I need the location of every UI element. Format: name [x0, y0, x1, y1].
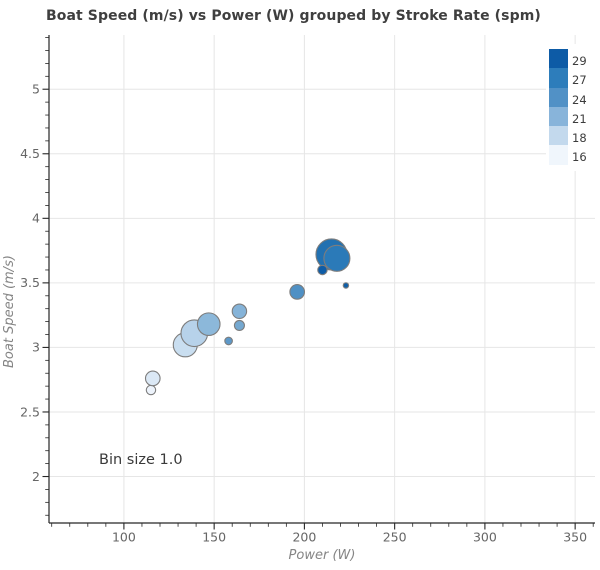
y-axis-label: Boat Speed (m/s): [2, 255, 17, 368]
legend-label: 29: [572, 54, 587, 68]
x-tick-label: 200: [292, 530, 316, 545]
legend-swatch: [549, 87, 568, 107]
legend-label: 24: [572, 92, 587, 107]
chart-title: Boat Speed (m/s) vs Power (W) grouped by…: [46, 8, 541, 24]
legend-swatch: [549, 145, 568, 165]
bin-size-annotation: Bin size 1.0: [99, 452, 183, 468]
scatter-point: [144, 370, 161, 387]
x-tick-label: 100: [112, 530, 136, 545]
y-tick-label: 4: [32, 211, 40, 226]
scatter-point: [224, 336, 233, 346]
y-tick-label: 4.5: [20, 146, 40, 161]
legend-swatch: [549, 49, 568, 69]
scatter-point: [342, 282, 350, 289]
scatter-point: [231, 303, 248, 320]
legend-label: 21: [572, 111, 587, 126]
scatter-point: [196, 312, 221, 337]
legend-entry: 24: [549, 87, 587, 107]
scatter-point: [145, 384, 157, 396]
legend-entry: 21: [549, 106, 587, 127]
legend-label: 18: [572, 131, 587, 146]
stroke-rate-legend: 29 27 24 21 18 16: [546, 44, 600, 171]
scatter-point: [323, 244, 351, 272]
scatter-point: [289, 284, 306, 300]
y-tick-label: 5: [32, 82, 40, 97]
x-tick-label: 300: [473, 530, 497, 545]
scatter-point: [317, 264, 328, 276]
y-tick-label: 2.5: [20, 404, 40, 419]
x-tick-label: 150: [202, 530, 226, 545]
x-tick-label: 350: [563, 530, 587, 545]
legend-swatch: [549, 106, 568, 127]
x-tick-label: 250: [383, 530, 407, 545]
scatter-point: [233, 319, 245, 332]
legend-label: 27: [572, 73, 587, 88]
legend-entry: 29: [549, 49, 587, 69]
legend-swatch: [549, 68, 568, 88]
x-axis-label: Power (W): [288, 548, 356, 563]
legend-entry: 27: [549, 68, 587, 88]
y-tick-label: 3.5: [20, 275, 40, 290]
legend-entry: 16: [549, 145, 587, 165]
legend-entry: 18: [549, 126, 587, 146]
y-tick-label: 3: [32, 340, 40, 355]
legend-swatch: [549, 126, 568, 146]
legend-label: 16: [572, 150, 587, 165]
y-tick-label: 2: [32, 469, 40, 484]
